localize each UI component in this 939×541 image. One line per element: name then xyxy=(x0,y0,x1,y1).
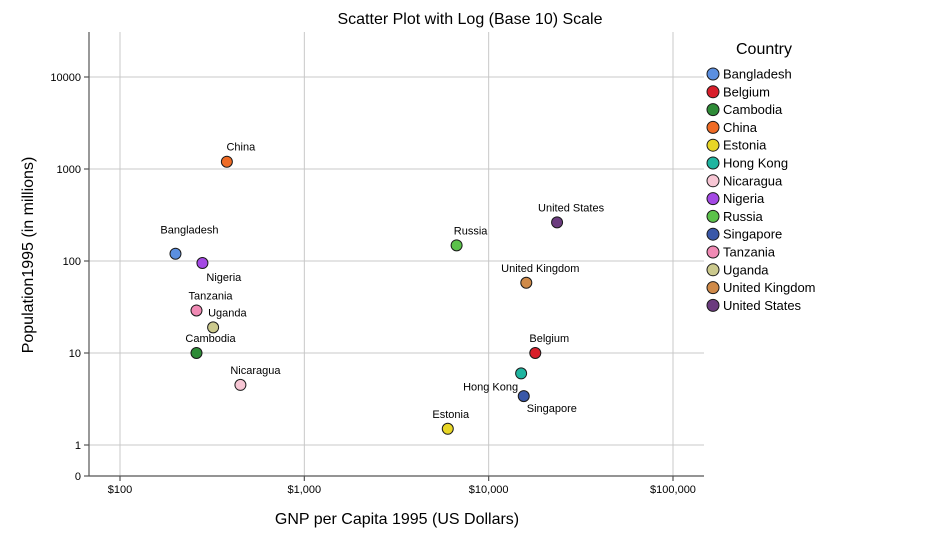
data-points xyxy=(169,155,564,435)
legend-swatch xyxy=(706,156,720,170)
axes xyxy=(84,32,704,481)
legend-swatch xyxy=(706,209,720,223)
y-tick-label: 100 xyxy=(63,256,81,268)
legend-entry: Belgium xyxy=(723,84,770,99)
data-point xyxy=(520,276,533,289)
legend-swatch xyxy=(706,67,720,81)
legend-entry: United States xyxy=(723,298,802,313)
point-label: Russia xyxy=(454,225,489,237)
legend-swatch xyxy=(706,227,720,241)
legend-swatch xyxy=(706,120,720,134)
data-point xyxy=(517,390,530,403)
point-label: Hong Kong xyxy=(463,381,518,393)
data-point xyxy=(450,239,463,252)
data-point xyxy=(169,247,182,260)
data-point xyxy=(515,367,528,380)
x-tick-label: $1,000 xyxy=(288,484,322,496)
data-point xyxy=(551,216,564,229)
point-label: Nicaragua xyxy=(230,365,281,377)
point-label: Tanzania xyxy=(188,290,233,302)
point-label: Estonia xyxy=(432,409,470,421)
tick-labels: $100 $1,000 $10,000 $100,000 0 1 10 100 1000 1000… xyxy=(50,72,696,496)
legend-swatch xyxy=(706,174,720,188)
legend-entry: China xyxy=(723,120,758,135)
legend-entry: Uganda xyxy=(723,262,769,277)
legend-entry: Bangladesh xyxy=(723,67,792,82)
legend-entry: Nigeria xyxy=(723,191,765,206)
legend-swatch xyxy=(706,298,720,312)
legend-swatch xyxy=(706,245,720,259)
point-label: United States xyxy=(538,202,605,214)
y-tick-label: 1 xyxy=(75,440,81,452)
data-point xyxy=(207,321,220,334)
y-tick-label: 10 xyxy=(69,348,81,360)
point-label: Uganda xyxy=(208,307,247,319)
data-point xyxy=(529,347,542,359)
legend-entry: Hong Kong xyxy=(723,156,788,171)
legend-entry: Estonia xyxy=(723,138,767,153)
data-point xyxy=(234,378,247,391)
legend-entry: Tanzania xyxy=(723,245,776,260)
legend-entry: Singapore xyxy=(723,227,782,242)
legend-entry: Cambodia xyxy=(723,102,783,117)
legend-swatch xyxy=(706,263,720,277)
x-tick-label: $100,000 xyxy=(650,484,696,496)
x-axis-title: GNP per Capita 1995 (US Dollars) xyxy=(275,511,519,528)
point-label: Singapore xyxy=(527,403,577,415)
legend-swatch xyxy=(706,85,720,99)
x-tick-label: $10,000 xyxy=(469,484,509,496)
data-point xyxy=(441,422,454,435)
y-tick-label: 0 xyxy=(75,471,81,483)
legend-entry: Nicaragua xyxy=(723,173,783,188)
point-label: Cambodia xyxy=(185,333,236,345)
legend-swatch xyxy=(706,192,720,206)
data-point xyxy=(220,155,233,168)
legend-swatch xyxy=(706,281,720,295)
y-tick-label: 10000 xyxy=(50,72,81,84)
legend: Country Bangladesh Belgium Cambodia China Es… xyxy=(706,41,816,313)
point-label: Belgium xyxy=(529,333,569,345)
legend-swatch xyxy=(706,138,720,152)
legend-entry: Russia xyxy=(723,209,764,224)
y-axis-title: Population1995 (in millions) xyxy=(20,157,37,354)
data-point xyxy=(190,304,203,317)
y-tick-label: 1000 xyxy=(57,164,81,176)
point-labels: Bangladesh Belgium Cambodia China Estonia Hon… xyxy=(160,142,604,421)
legend-title: Country xyxy=(736,41,792,58)
data-point xyxy=(196,257,209,270)
point-label: United Kingdom xyxy=(501,263,579,275)
data-point xyxy=(190,347,203,359)
chart-title: Scatter Plot with Log (Base 10) Scale xyxy=(337,11,602,28)
point-label: Nigeria xyxy=(206,272,242,284)
point-label: Bangladesh xyxy=(160,225,218,237)
x-tick-label: $100 xyxy=(108,484,132,496)
legend-swatch xyxy=(706,103,720,117)
point-label: China xyxy=(226,142,256,154)
legend-entry: United Kingdom xyxy=(723,280,816,295)
